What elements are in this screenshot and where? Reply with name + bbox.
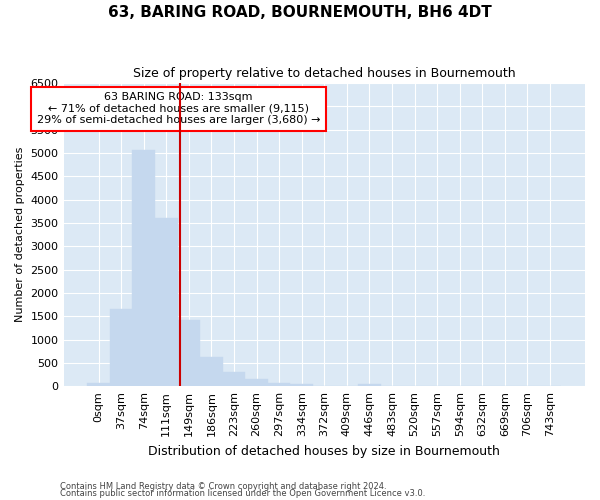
Text: Contains public sector information licensed under the Open Government Licence v3: Contains public sector information licen…	[60, 490, 425, 498]
Bar	[87, 382, 110, 386]
Text: 63 BARING ROAD: 133sqm
← 71% of detached houses are smaller (9,115)
29% of semi-: 63 BARING ROAD: 133sqm ← 71% of detached…	[37, 92, 320, 126]
Bar	[155, 218, 178, 386]
Bar	[133, 150, 155, 386]
Bar	[110, 309, 133, 386]
Text: Contains HM Land Registry data © Crown copyright and database right 2024.: Contains HM Land Registry data © Crown c…	[60, 482, 386, 491]
Bar	[200, 357, 223, 386]
Bar	[358, 384, 381, 386]
Text: 63, BARING ROAD, BOURNEMOUTH, BH6 4DT: 63, BARING ROAD, BOURNEMOUTH, BH6 4DT	[108, 5, 492, 20]
Y-axis label: Number of detached properties: Number of detached properties	[15, 147, 25, 322]
Bar	[245, 379, 268, 386]
Bar	[290, 384, 313, 386]
Title: Size of property relative to detached houses in Bournemouth: Size of property relative to detached ho…	[133, 68, 515, 80]
Bar	[223, 372, 245, 386]
Bar	[268, 382, 290, 386]
X-axis label: Distribution of detached houses by size in Bournemouth: Distribution of detached houses by size …	[148, 444, 500, 458]
Bar	[178, 320, 200, 386]
